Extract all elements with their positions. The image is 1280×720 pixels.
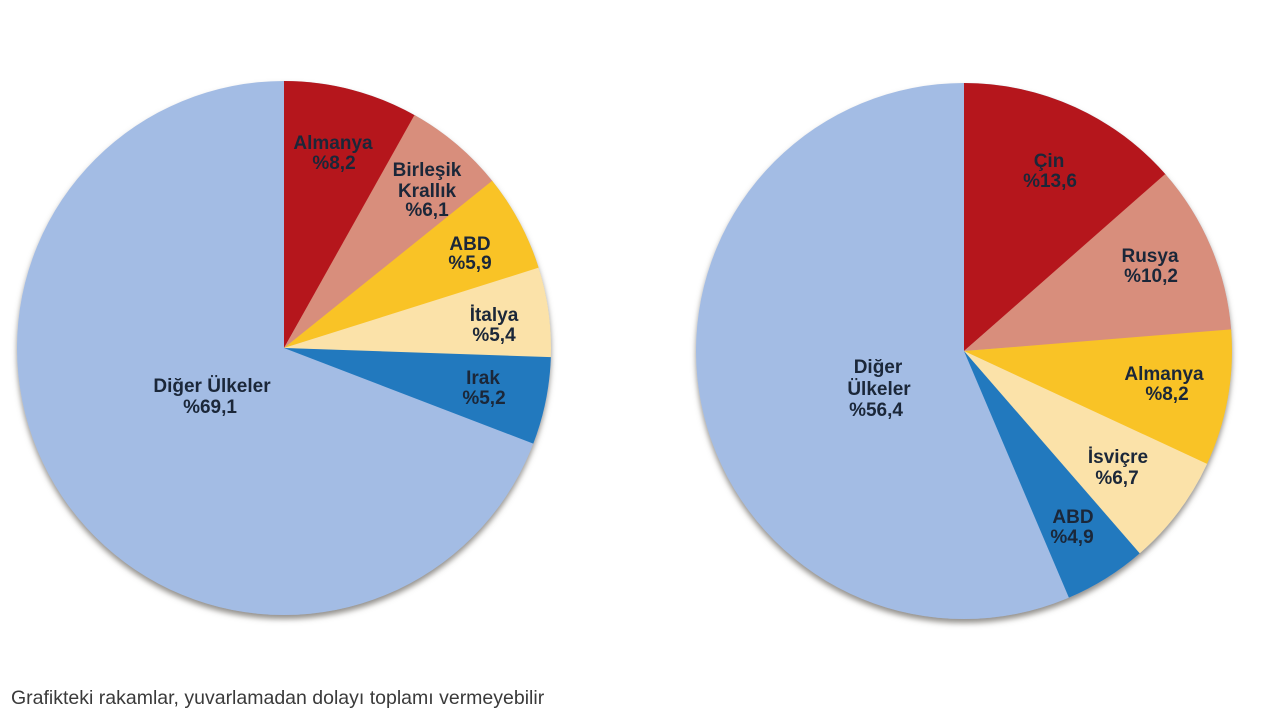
svg-text:ABD: ABD — [1052, 507, 1093, 528]
svg-text:Birleşik: Birleşik — [393, 160, 462, 181]
svg-text:%4,9: %4,9 — [1050, 527, 1093, 548]
svg-text:%6,7: %6,7 — [1095, 468, 1138, 489]
svg-text:%6,1: %6,1 — [405, 200, 449, 221]
svg-text:İsviçre: İsviçre — [1088, 447, 1148, 468]
svg-text:%56,4: %56,4 — [849, 400, 903, 421]
svg-text:Çin: Çin — [1034, 151, 1065, 172]
svg-text:%8,2: %8,2 — [1145, 384, 1188, 405]
svg-text:ABD: ABD — [449, 234, 490, 255]
svg-text:İtalya: İtalya — [470, 305, 519, 326]
svg-text:Ülkeler: Ülkeler — [847, 379, 911, 400]
svg-text:%8,2: %8,2 — [312, 153, 355, 174]
svg-text:Almanya: Almanya — [293, 133, 373, 154]
svg-text:%5,4: %5,4 — [472, 325, 516, 346]
svg-text:Grafikteki rakamlar, yuvarlama: Grafikteki rakamlar, yuvarlamadan dolayı… — [11, 687, 545, 709]
svg-text:Diğer: Diğer — [854, 357, 903, 378]
svg-text:%13,6: %13,6 — [1023, 171, 1077, 192]
svg-text:%10,2: %10,2 — [1124, 266, 1178, 287]
svg-text:Krallık: Krallık — [398, 181, 457, 202]
svg-text:Rusya: Rusya — [1121, 246, 1178, 267]
svg-text:Almanya: Almanya — [1124, 364, 1204, 385]
svg-text:Diğer Ülkeler: Diğer Ülkeler — [153, 376, 271, 397]
svg-text:%5,9: %5,9 — [448, 253, 491, 274]
svg-text:%5,2: %5,2 — [462, 388, 505, 409]
svg-text:Irak: Irak — [466, 368, 500, 389]
svg-text:%69,1: %69,1 — [183, 397, 237, 418]
